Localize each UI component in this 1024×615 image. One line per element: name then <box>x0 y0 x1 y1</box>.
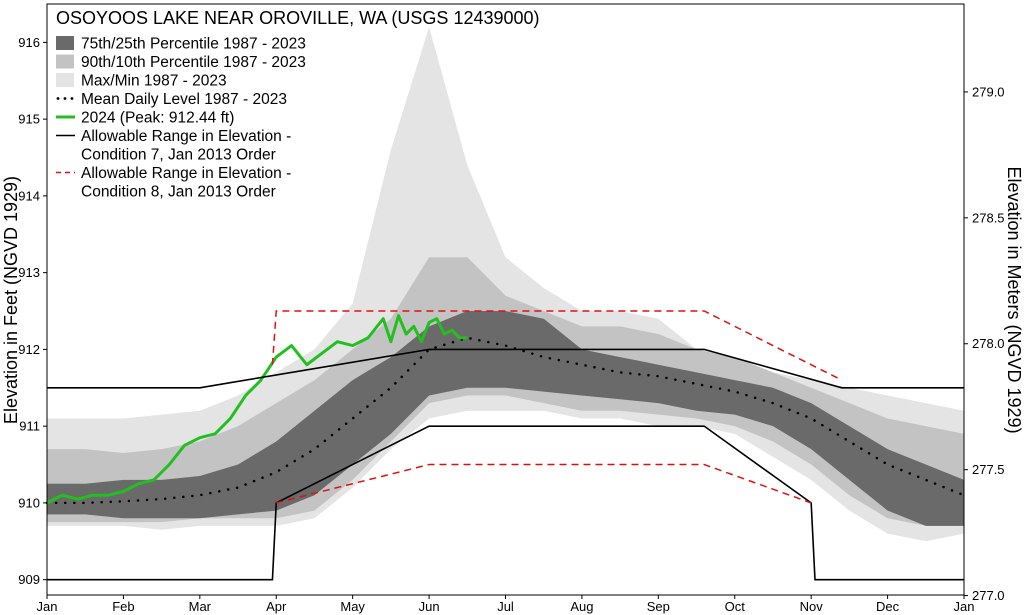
y-tick-label: 916 <box>18 35 40 50</box>
legend-item-3: Mean Daily Level 1987 - 2023 <box>56 91 287 108</box>
legend-label: Mean Daily Level 1987 - 2023 <box>81 91 287 108</box>
x-tick-label: Jan <box>37 599 58 614</box>
x-tick-label: May <box>340 599 365 614</box>
legend-swatch <box>56 73 74 87</box>
legend-label: Max/Min 1987 - 2023 <box>81 73 227 90</box>
x-tick-label: Feb <box>112 599 134 614</box>
y-tick-label: 914 <box>18 188 40 203</box>
legend-item-5: Allowable Range in Elevation - Condition … <box>56 128 291 164</box>
chart-title: OSOYOOS LAKE NEAR OROVILLE, WA (USGS 124… <box>56 8 540 28</box>
y-axis-right: 277.0 277.5 278.0 278.5 279.0 <box>964 84 1005 603</box>
legend-swatch-dot <box>63 97 67 100</box>
legend-item-0: 75th/25th Percentile 1987 - 2023 <box>56 36 306 53</box>
x-tick-label: Jun <box>419 599 440 614</box>
y-tick-label: 911 <box>19 419 40 434</box>
x-tick-label: Apr <box>266 599 287 614</box>
y-right-tick-label: 278.5 <box>972 210 1005 225</box>
x-tick-label: Mar <box>189 599 212 614</box>
line-2024 <box>46 314 468 505</box>
y-axis-left: 909 910 911 912 913 914 915 916 <box>18 35 47 587</box>
y-right-tick-label: 277.5 <box>972 462 1005 477</box>
x-tick-label: Oct <box>725 599 746 614</box>
x-tick-label: Sep <box>647 599 670 614</box>
legend-label-line2: Condition 8, Jan 2013 Order <box>81 184 276 201</box>
y-tick-label: 912 <box>18 342 40 357</box>
x-tick-label: Dec <box>876 599 900 614</box>
y-right-tick-label: 279.0 <box>972 84 1005 99</box>
legend-swatch-dot <box>56 97 60 100</box>
x-tick-label: Aug <box>570 599 593 614</box>
legend-label: 2024 (Peak: 912.44 ft) <box>81 110 234 127</box>
legend-item-2: Max/Min 1987 - 2023 <box>56 73 227 90</box>
range-upper-5 <box>47 348 964 389</box>
legend-label: 90th/10th Percentile 1987 - 2023 <box>81 54 306 71</box>
x-tick-label: Nov <box>800 599 824 614</box>
y-right-tick-label: 277.0 <box>972 588 1005 603</box>
y-tick-label: 913 <box>18 265 40 280</box>
legend-swatch <box>56 54 74 69</box>
y-axis-right-label: Elevation in Meters (NGVD 1929) <box>1004 166 1024 433</box>
legend-swatch <box>56 36 74 50</box>
legend: 75th/25th Percentile 1987 - 202390th/10t… <box>56 36 306 201</box>
range-upper-6 <box>271 310 843 381</box>
mean-daily-level-line <box>45 336 966 505</box>
y-tick-label: 910 <box>18 495 40 510</box>
x-tick-label: Jan <box>954 599 975 614</box>
y-tick-label: 909 <box>18 572 40 587</box>
range-lower-5 <box>47 425 964 581</box>
x-tick-label: Jul <box>497 599 514 614</box>
legend-item-1: 90th/10th Percentile 1987 - 2023 <box>56 54 306 71</box>
legend-label: Allowable Range in Elevation - <box>81 128 291 145</box>
x-axis: Jan Feb Mar Apr May Jun Jul Aug Sep Oct Nov Dec Jan <box>37 595 975 614</box>
y-right-tick-label: 278.0 <box>972 336 1005 351</box>
y-axis-label: Elevation in Feet (NGVD 1929) <box>1 176 21 424</box>
legend-swatch-dot <box>70 97 74 100</box>
series-lines <box>45 310 966 581</box>
legend-item-6: Allowable Range in Elevation - Condition … <box>56 165 291 201</box>
range-lower-6 <box>276 463 812 504</box>
band-2 <box>47 311 964 526</box>
legend-label: 75th/25th Percentile 1987 - 2023 <box>81 36 306 53</box>
y-tick-label: 915 <box>18 112 40 127</box>
legend-item-4: 2024 (Peak: 912.44 ft) <box>56 110 234 127</box>
percentile-bands <box>47 27 964 542</box>
legend-label: Allowable Range in Elevation - <box>81 165 291 182</box>
legend-label-line2: Condition 7, Jan 2013 Order <box>81 147 276 164</box>
